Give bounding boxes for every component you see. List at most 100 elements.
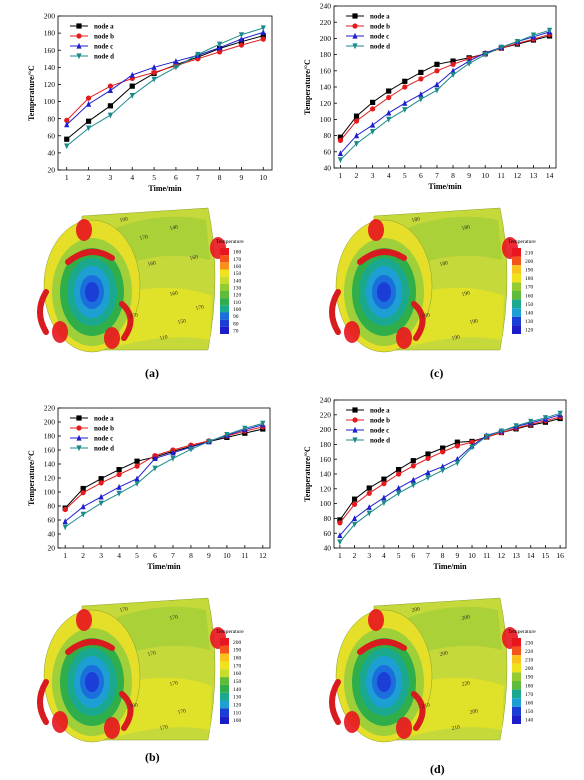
data-point [85, 95, 92, 101]
face-contour-ring [85, 282, 99, 302]
y-tick-label: 80 [324, 131, 332, 140]
x-tick-label: 15 [542, 551, 550, 560]
data-point [402, 100, 408, 106]
data-point [425, 475, 431, 481]
panel-label-a: (a) [145, 366, 159, 380]
data-point [425, 469, 431, 476]
y-axis-label: Temperature/°C [27, 65, 36, 121]
colorbar-tick-label: 100 [233, 718, 242, 724]
x-tick-label: 10 [468, 551, 476, 560]
x-tick-label: 2 [87, 173, 91, 182]
colorbar-tick-label: 120 [233, 293, 242, 299]
colorbar-tick-label: 150 [525, 302, 534, 308]
pipe-top [65, 249, 115, 265]
data-point [85, 118, 92, 124]
x-tick-label: 9 [467, 171, 471, 180]
x-tick-label: 7 [196, 173, 200, 182]
colorbar-tick-label: 150 [233, 679, 242, 685]
x-tick-label: 2 [81, 551, 85, 560]
data-point [353, 118, 360, 124]
colorbar-tick-label: 170 [525, 692, 534, 698]
contour-value-label: 180 [411, 216, 421, 224]
colorbar-segment [220, 319, 229, 327]
colorbar-segment [512, 689, 521, 699]
y-tick-label: 140 [44, 460, 56, 469]
colorbar-tick-label: 190 [233, 648, 242, 654]
colorbar-segment [512, 655, 521, 664]
y-tick-label: 160 [44, 46, 56, 55]
x-tick-label: 8 [189, 551, 193, 560]
legend-entry: node d [370, 43, 390, 51]
data-point [440, 445, 446, 451]
data-point [440, 467, 446, 474]
data-point [195, 51, 201, 58]
colorbar-tick-label: 180 [233, 250, 242, 256]
y-tick-label: 80 [48, 114, 56, 123]
y-tick-label: 160 [320, 66, 332, 75]
hot-spot [344, 321, 360, 343]
y-tick-label: 140 [320, 83, 332, 92]
x-tick-label: 3 [371, 171, 375, 180]
contour-value-label: 160 [189, 254, 199, 262]
contour-value-label: 170 [119, 606, 129, 614]
hot-spot [52, 711, 68, 733]
data-point [418, 91, 424, 97]
colorbar-tick-label: 150 [525, 709, 534, 715]
colorbar-segment [220, 298, 229, 306]
data-point [440, 449, 446, 455]
colorbar-tick-label: 140 [233, 278, 242, 284]
colorbar-tick-label: 190 [525, 675, 534, 681]
colorbar-tick-label: 200 [233, 640, 242, 646]
colorbar-segment [512, 706, 521, 716]
contour-a: 140 160 160 170 150 110 100 160 170 170 Temperatur… [20, 200, 292, 360]
colorbar-tick-label: 170 [233, 257, 242, 263]
colorbar-segment [220, 283, 229, 291]
x-tick-label: 6 [411, 551, 415, 560]
y-tick-label: 120 [320, 484, 332, 493]
colorbar-tick-label: 160 [233, 264, 242, 270]
line-chart-c: 1 2 3 4 5 6 7 8 9 10 11 12 13 14406080100120140160180… [303, 2, 557, 191]
legend-entry: node b [370, 417, 390, 425]
x-tick-label: 4 [130, 173, 134, 182]
colorbar-title: Temperature [216, 629, 244, 635]
x-tick-label: 10 [223, 551, 231, 560]
y-axis-label: Temperature/°C [303, 59, 312, 115]
colorbar-segment [220, 700, 229, 709]
data-point [129, 83, 135, 89]
colorbar-tick-label: 210 [525, 250, 534, 256]
pipe-left [329, 679, 341, 725]
legend-marker [76, 53, 82, 60]
x-tick-label: 12 [498, 551, 506, 560]
legend-marker [352, 23, 358, 29]
data-point [410, 463, 416, 469]
colorbar-segment [220, 653, 229, 662]
colorbar-segment [220, 692, 229, 701]
contour-value-label: 170 [159, 724, 169, 732]
data-point [62, 506, 68, 513]
series-line-node-c [64, 424, 263, 522]
contour-band [115, 677, 212, 736]
hot-spot [368, 609, 384, 631]
contour-value-label: 190 [451, 334, 461, 342]
contour-value-label: 210 [451, 724, 461, 732]
data-point [260, 420, 266, 427]
data-point [337, 520, 343, 526]
data-point [116, 467, 122, 473]
colorbar-tick-label: 160 [525, 701, 534, 707]
colorbar-segment [220, 645, 229, 654]
legend-marker [76, 42, 82, 49]
data-point [351, 496, 358, 502]
data-point [80, 485, 86, 492]
contour-value-label: 170 [139, 234, 149, 242]
colorbar-segment [220, 255, 229, 263]
colorbar-tick-label: 120 [525, 328, 534, 334]
contour-value-label: 200 [411, 606, 421, 614]
data-point [418, 76, 424, 82]
data-point [98, 476, 104, 482]
contour-value-label: 200 [461, 614, 471, 622]
data-point [546, 27, 553, 34]
data-point [396, 466, 402, 473]
colorbar-tick-label: 130 [233, 285, 242, 291]
data-point [107, 83, 114, 89]
data-point [107, 87, 114, 94]
